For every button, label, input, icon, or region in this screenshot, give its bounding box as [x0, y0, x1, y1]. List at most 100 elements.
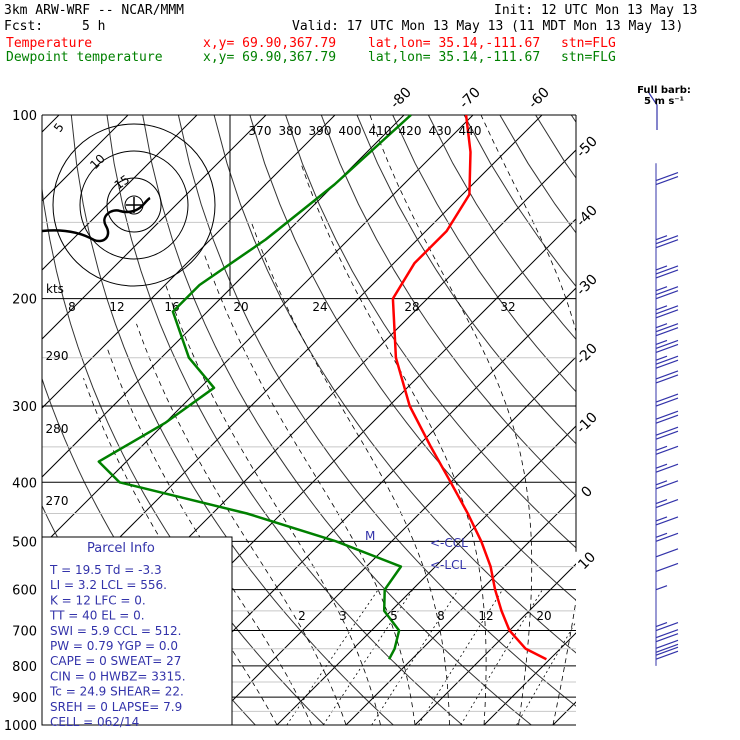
- parcel-row: LI = 3.2 LCL = 556.: [50, 578, 167, 592]
- mixing-ratio-line: [516, 620, 576, 725]
- dry-adiabat-line: [392, 115, 576, 393]
- theta-label: 430: [429, 124, 452, 138]
- pressure-tick-label: 100: [12, 109, 37, 124]
- dry-adiabat-label: 280: [46, 422, 69, 436]
- dry-adiabat-line: [463, 115, 576, 288]
- wind-barb: [655, 235, 679, 249]
- isotherm-line: [414, 563, 576, 725]
- isotherm-line: [622, 115, 740, 725]
- pressure-tick-label: 300: [12, 400, 37, 415]
- hodograph-ring: [106, 177, 162, 233]
- temperature-tick-label: -30: [573, 271, 600, 298]
- parcel-row: CELL = 062/14: [50, 715, 139, 729]
- hodograph-ring: [52, 123, 216, 287]
- moist-adiabat-line: [204, 255, 416, 725]
- temperature-profile-line: [391, 114, 547, 661]
- dewpoint-legend: Dewpoint temperature: [6, 50, 163, 65]
- mixing-ratio-line: [460, 589, 543, 725]
- wind-barb: [655, 171, 679, 186]
- wind-barb: [655, 426, 679, 440]
- wind-barb: [655, 393, 679, 407]
- wind-barb: [655, 498, 679, 509]
- hodograph-speed-tick: 24: [312, 300, 327, 314]
- hodograph-speed-tick: 20: [233, 300, 248, 314]
- hodograph-speed-tick: 8: [68, 300, 76, 314]
- dry-adiabat-line: [678, 115, 740, 725]
- dry-adiabat-label: 290: [46, 349, 69, 363]
- temperature-legend: Temperature: [6, 36, 93, 51]
- pressure-tick-label: 200: [12, 293, 37, 308]
- pressure-tick-label: 700: [12, 625, 37, 640]
- hodograph-speed-tick: 32: [500, 300, 515, 314]
- temperature-tick-label: 0: [578, 483, 596, 501]
- dry-adiabat-line: [643, 115, 740, 725]
- marker-m: M: [365, 529, 375, 543]
- isotherm-line: [42, 115, 198, 271]
- isotherm-line: [276, 425, 576, 725]
- theta-label: 420: [399, 124, 422, 138]
- full-barb-sample: [648, 92, 658, 130]
- wind-barb: [655, 562, 679, 572]
- wind-barb: [655, 339, 679, 353]
- dry-adiabat-line: [356, 115, 576, 445]
- dry-adiabat-line: [499, 115, 576, 234]
- dry-adiabat-label: 270: [46, 494, 69, 508]
- hodograph-ring-label: 15: [112, 172, 133, 192]
- wind-barb: [655, 445, 679, 455]
- parcel-row: TT = 40 EL = 0.: [49, 609, 145, 623]
- parcel-row: CIN = 0 HWBZ= 3315.: [50, 669, 186, 683]
- forecast-value: 5 h: [82, 19, 106, 34]
- model-title: 3km ARW-WRF -- NCAR/MMM: [4, 3, 185, 18]
- isotherm-line: [42, 115, 405, 478]
- temperature-station: stn=FLG: [561, 36, 616, 51]
- mixing-ratio-label: 20: [536, 609, 551, 623]
- mixing-ratio-label: 8: [437, 609, 445, 623]
- temperature-tick-label: -20: [573, 340, 600, 367]
- mixing-ratio-label: 3: [339, 609, 347, 623]
- isotherm-line: [345, 494, 576, 725]
- init-time: Init: 12 UTC Mon 13 May 13: [494, 3, 698, 18]
- dry-adiabat-line: [714, 115, 740, 725]
- isotherm-line: [42, 115, 336, 409]
- wind-barb: [655, 305, 679, 319]
- mixing-ratio-line: [418, 589, 503, 725]
- wind-barb: [655, 621, 679, 632]
- hodograph-ring-label: 5: [51, 120, 67, 134]
- parcel-row: SWI = 5.9 CCL = 512.: [50, 624, 181, 638]
- full-barb-label: Full barb:: [637, 85, 691, 96]
- dry-adiabat-line: [607, 115, 740, 725]
- dewpoint-latlon: lat,lon= 35.14,-111.67: [368, 50, 541, 65]
- wind-barb: [655, 286, 679, 300]
- temperature-tick-label: -80: [387, 84, 414, 111]
- temperature-tick-label: -50: [573, 133, 600, 160]
- mixing-ratio-line: [371, 589, 459, 725]
- isotherm-line: [691, 115, 740, 725]
- parcel-row: T = 19.5 Td = -3.3: [49, 563, 162, 577]
- theta-label: 370: [249, 124, 272, 138]
- marker-lcl: <-LCL: [430, 558, 466, 572]
- mixing-ratio-label: 5: [390, 609, 398, 623]
- isotherm-line: [483, 632, 576, 725]
- dry-adiabat-line: [535, 115, 576, 179]
- pressure-tick-label: 400: [12, 476, 37, 491]
- dewpoint-coords: x,y= 69.90,367.79: [203, 50, 337, 65]
- full-barb-legend: Full barb:5 m s⁻¹: [637, 85, 691, 130]
- marker-ccl: <-CCL: [430, 536, 468, 550]
- parcel-row: K = 12 LFC = 0.: [50, 593, 146, 607]
- wind-barb-column: Full barb:5 m s⁻¹: [637, 85, 691, 666]
- hodograph-speed-tick: 28: [404, 300, 419, 314]
- wind-barb: [655, 532, 679, 542]
- wind-barb: [655, 585, 668, 591]
- wind-barb: [655, 463, 679, 473]
- temperature-tick-label: 10: [575, 549, 599, 573]
- theta-label: 410: [369, 124, 392, 138]
- moist-adiabat-line: [480, 115, 576, 725]
- wind-barb: [655, 646, 679, 660]
- temperature-latlon: lat,lon= 35.14,-111.67: [368, 36, 541, 51]
- pressure-tick-label: 800: [12, 660, 37, 675]
- temperature-tick-label: -40: [573, 202, 600, 229]
- hodograph-speed-tick: 12: [109, 300, 124, 314]
